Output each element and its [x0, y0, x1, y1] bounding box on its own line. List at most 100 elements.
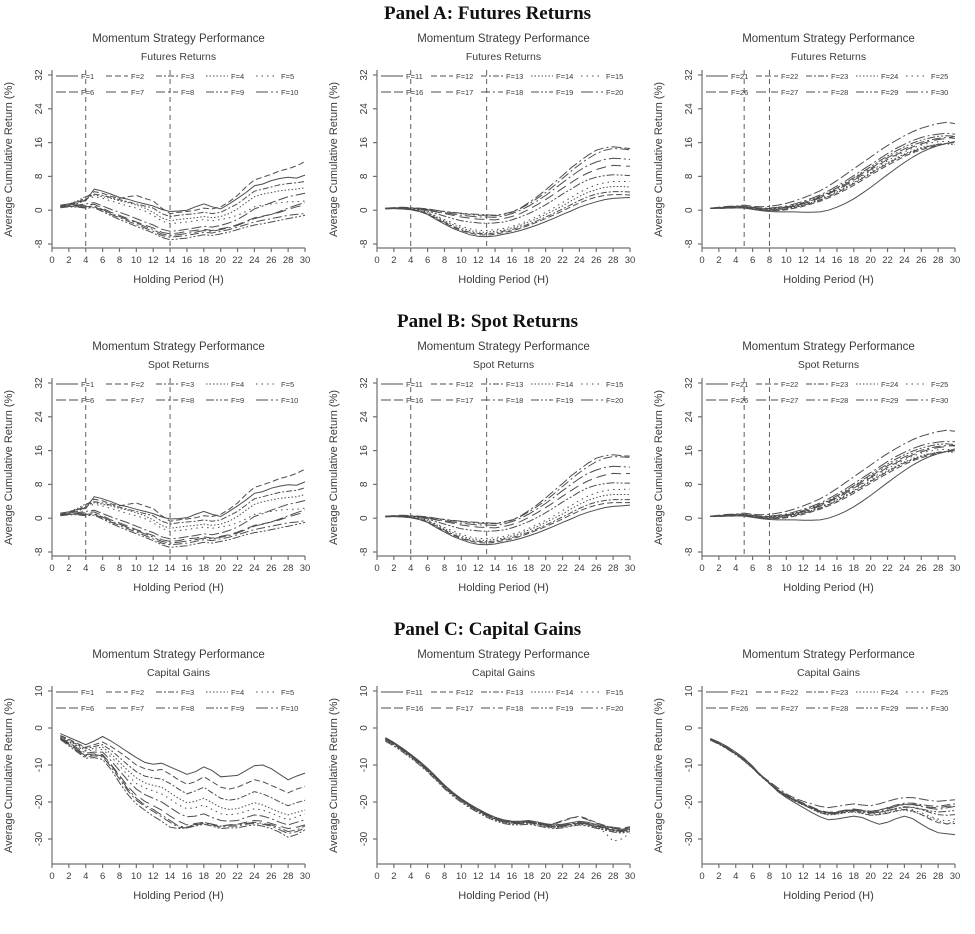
y-tick-label: 24	[34, 411, 45, 423]
y-tick-label: 0	[34, 207, 45, 213]
chart-subtitle: Spot Returns	[798, 359, 859, 371]
series-line-F=30	[710, 738, 956, 814]
series-line-F=4	[60, 494, 306, 529]
x-tick-label: 18	[524, 563, 535, 574]
legend-label: F=6	[81, 88, 94, 97]
y-tick-label: 8	[684, 481, 695, 487]
panel-a-row: Momentum Strategy Performance Futures Ret…	[0, 26, 975, 298]
legend-label: F=15	[606, 380, 623, 389]
chart-subtitle: Capital Gains	[472, 667, 535, 679]
x-tick-label: 2	[66, 563, 71, 574]
y-tick-label: -30	[684, 831, 695, 846]
x-tick-label: 2	[391, 255, 396, 266]
y-tick-label: 0	[34, 515, 45, 521]
y-tick-label: -8	[684, 547, 695, 556]
y-tick-label: 0	[34, 725, 45, 731]
legend-label: F=28	[831, 704, 848, 713]
x-tick-label: 16	[507, 871, 518, 882]
x-tick-label: 12	[148, 563, 159, 574]
x-tick-label: 8	[767, 563, 772, 574]
legend-label: F=30	[931, 396, 948, 405]
series-line-F=16	[385, 454, 631, 525]
series-line-F=27	[710, 738, 956, 813]
y-tick-label: 16	[684, 137, 695, 149]
legend-label: F=29	[881, 396, 898, 405]
series-line-F=8	[60, 738, 306, 835]
legend-label: F=28	[831, 88, 848, 97]
series-line-F=24	[710, 143, 956, 211]
x-tick-label: 0	[374, 563, 379, 574]
series-line-F=29	[710, 135, 956, 209]
x-tick-label: 2	[391, 871, 396, 882]
x-tick-label: 8	[117, 563, 122, 574]
legend-label: F=16	[406, 88, 423, 97]
y-tick-label: 32	[359, 69, 370, 81]
x-tick-label: 24	[249, 871, 260, 882]
legend-label: F=21	[731, 72, 748, 81]
x-tick-label: 30	[300, 871, 311, 882]
x-tick-label: 28	[608, 255, 619, 266]
y-tick-label: 24	[359, 103, 370, 115]
legend-label: F=23	[831, 72, 848, 81]
legend-label: F=21	[731, 688, 748, 697]
x-tick-label: 4	[733, 255, 738, 266]
x-tick-label: 16	[182, 563, 193, 574]
series-line-F=27	[710, 444, 956, 518]
x-tick-label: 6	[425, 255, 430, 266]
legend-label: F=27	[781, 396, 798, 405]
x-tick-label: 30	[950, 255, 961, 266]
x-tick-label: 6	[750, 563, 755, 574]
legend-label: F=6	[81, 396, 94, 405]
legend-label: F=7	[131, 704, 144, 713]
series-line-F=21	[710, 737, 956, 836]
y-tick-label: 16	[359, 137, 370, 149]
x-tick-label: 8	[442, 871, 447, 882]
chart-subtitle: Spot Returns	[148, 359, 209, 371]
x-tick-label: 22	[882, 563, 893, 574]
series-line-F=13	[385, 739, 631, 832]
legend-label: F=9	[231, 396, 244, 405]
legend-label: F=11	[406, 688, 423, 697]
x-tick-label: 8	[442, 563, 447, 574]
x-tick-label: 8	[442, 255, 447, 266]
y-axis-label: Average Cumulative Return (%)	[3, 390, 15, 545]
legend-label: F=28	[831, 396, 848, 405]
x-tick-label: 4	[408, 563, 413, 574]
legend-label: F=19	[556, 704, 573, 713]
series-line-F=20	[385, 157, 631, 218]
x-axis-label: Holding Period (H)	[783, 582, 873, 594]
x-tick-label: 18	[199, 871, 210, 882]
legend-label: F=9	[231, 88, 244, 97]
x-tick-label: 0	[374, 255, 379, 266]
y-tick-label: 32	[684, 377, 695, 389]
series-line-F=29	[710, 443, 956, 517]
x-tick-label: 14	[490, 255, 501, 266]
x-tick-label: 6	[100, 871, 105, 882]
x-tick-label: 0	[49, 563, 54, 574]
legend-label: F=17	[456, 396, 473, 405]
legend-label: F=1	[81, 688, 94, 697]
legend-label: F=8	[181, 396, 194, 405]
legend-label: F=18	[506, 704, 523, 713]
legend-label: F=27	[781, 704, 798, 713]
x-tick-label: 18	[524, 255, 535, 266]
x-tick-label: 22	[557, 563, 568, 574]
y-axis-label: Average Cumulative Return (%)	[653, 82, 665, 237]
legend-label: F=22	[781, 688, 798, 697]
legend-label: F=16	[406, 396, 423, 405]
series-line-F=20	[385, 465, 631, 526]
y-axis-label: Average Cumulative Return (%)	[653, 698, 665, 853]
x-tick-label: 28	[608, 563, 619, 574]
series-line-F=11	[385, 737, 631, 830]
panel-c-row: Momentum Strategy Performance Capital Gai…	[0, 642, 975, 914]
x-axis-label: Holding Period (H)	[458, 582, 548, 594]
legend-label: F=1	[81, 72, 94, 81]
y-tick-label: 32	[359, 377, 370, 389]
x-tick-label: 22	[232, 871, 243, 882]
legend-label: F=17	[456, 704, 473, 713]
series-line-F=18	[385, 738, 631, 832]
legend-label: F=7	[131, 396, 144, 405]
legend-label: F=17	[456, 88, 473, 97]
legend-label: F=12	[456, 72, 473, 81]
legend-label: F=19	[556, 88, 573, 97]
